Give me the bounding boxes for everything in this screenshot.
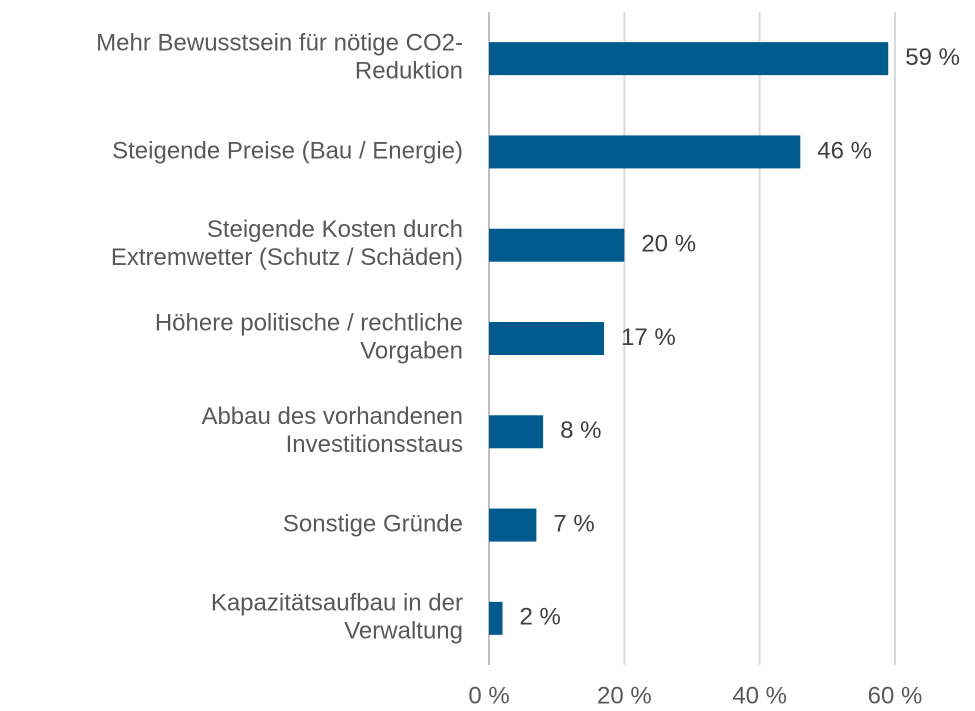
bar: [489, 42, 889, 76]
x-tick-label: 40 %: [732, 682, 787, 709]
y-tick-label: Sonstige Gründe: [283, 510, 463, 537]
bar: [489, 601, 503, 635]
x-tick-label: 20 %: [597, 682, 652, 709]
x-tick-label: 0 %: [468, 682, 509, 709]
value-label: 7 %: [553, 510, 594, 537]
value-label: 46 %: [817, 137, 872, 164]
y-tick-label: Kapazitätsaufbau in der Verwaltung: [211, 590, 463, 645]
y-tick-label: Steigende Preise (Bau / Energie): [112, 137, 463, 164]
x-tick-label: 60 %: [868, 682, 923, 709]
y-tick-label: Steigende Kosten durch Extremwetter (Schu…: [111, 217, 463, 272]
value-label: 17 %: [621, 324, 676, 351]
bar: [489, 508, 537, 542]
value-label: 59 %: [905, 44, 960, 71]
value-label: 20 %: [641, 231, 696, 258]
y-tick-label: Mehr Bewusstsein für nötige CO2-Reduktio…: [96, 30, 463, 85]
y-tick-label: Höhere politische / rechtliche Vorgaben: [155, 310, 463, 365]
bar: [489, 135, 801, 169]
value-label: 8 %: [560, 417, 601, 444]
value-label: 2 %: [520, 604, 561, 631]
y-tick-label: Abbau des vorhandenen Investitionsstaus: [201, 403, 463, 458]
bar: [489, 228, 625, 262]
bar: [489, 322, 605, 355]
bar: [489, 415, 544, 449]
